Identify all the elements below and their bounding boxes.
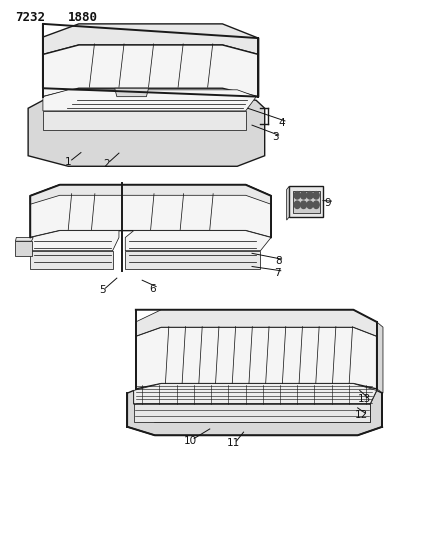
Text: 11: 11 — [226, 438, 240, 448]
Polygon shape — [128, 391, 382, 435]
Polygon shape — [136, 310, 377, 336]
Text: 10: 10 — [184, 435, 197, 446]
Circle shape — [294, 201, 300, 208]
Circle shape — [294, 191, 300, 199]
Polygon shape — [287, 187, 289, 220]
Text: 7232: 7232 — [15, 11, 45, 23]
Text: 3: 3 — [272, 132, 279, 142]
Polygon shape — [115, 88, 149, 96]
Polygon shape — [134, 384, 377, 403]
Circle shape — [300, 191, 306, 199]
Polygon shape — [43, 111, 246, 131]
Circle shape — [313, 201, 319, 208]
Polygon shape — [293, 191, 320, 213]
Text: 2: 2 — [103, 159, 110, 168]
Text: 4: 4 — [278, 118, 285, 128]
Polygon shape — [43, 24, 259, 54]
Polygon shape — [43, 90, 256, 111]
Circle shape — [307, 191, 313, 199]
Text: 1880: 1880 — [68, 11, 98, 23]
Polygon shape — [125, 231, 271, 251]
Polygon shape — [15, 241, 32, 256]
Polygon shape — [30, 185, 271, 238]
Text: 7: 7 — [274, 268, 281, 278]
Polygon shape — [30, 185, 271, 204]
Text: 5: 5 — [99, 285, 105, 295]
Text: 6: 6 — [149, 284, 156, 294]
Text: 9: 9 — [325, 198, 331, 208]
Circle shape — [307, 201, 313, 208]
Polygon shape — [377, 322, 383, 393]
Text: 13: 13 — [357, 394, 371, 405]
Polygon shape — [30, 231, 119, 251]
Polygon shape — [28, 96, 265, 166]
Polygon shape — [125, 251, 261, 269]
Polygon shape — [134, 403, 370, 422]
Polygon shape — [136, 327, 377, 389]
Polygon shape — [30, 251, 113, 269]
Polygon shape — [15, 238, 33, 241]
Text: 12: 12 — [355, 410, 369, 420]
Text: 8: 8 — [275, 256, 282, 266]
Circle shape — [300, 201, 306, 208]
Circle shape — [313, 191, 319, 199]
Text: 1: 1 — [65, 157, 71, 167]
Polygon shape — [289, 187, 323, 217]
Polygon shape — [43, 45, 259, 96]
